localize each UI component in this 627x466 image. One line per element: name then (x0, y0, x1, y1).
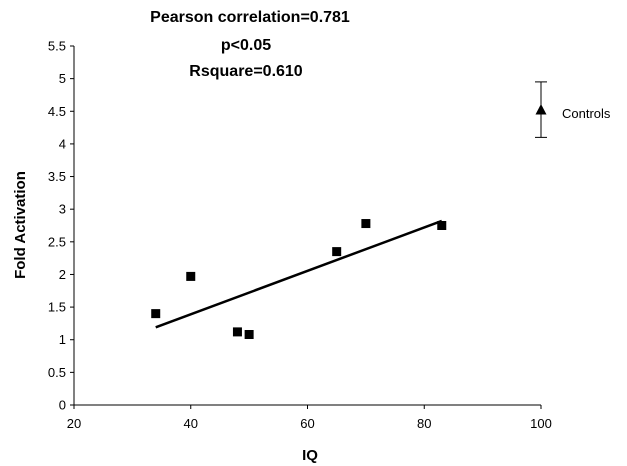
data-point (361, 219, 371, 229)
controls-layer (535, 81, 547, 138)
x-tick-label: 20 (67, 416, 81, 431)
data-point (332, 247, 342, 257)
trendline-layer (155, 219, 443, 329)
data-point (151, 309, 161, 319)
y-tick-label: 4 (59, 136, 66, 151)
y-tick-label: 2 (59, 267, 66, 282)
y-tick-label: 2.5 (48, 234, 66, 249)
data-point (244, 330, 254, 340)
title-line-2: p<0.05 (221, 37, 271, 54)
regression-line (155, 219, 443, 329)
y-tick-label: 1.5 (48, 300, 66, 315)
x-tick-label: 80 (417, 416, 431, 431)
y-axis-ticks: 0 0.5 1 1.5 2 2.5 3 3.5 4 4.5 5 5.5 (48, 39, 74, 413)
x-axis-ticks: 20 40 60 80 100 (67, 405, 552, 431)
data-point (437, 221, 447, 230)
y-tick-label: 4.5 (48, 104, 66, 119)
chart-title: Pearson correlation=0.781 p<0.05 Rsquare… (150, 9, 350, 80)
data-points-layer (151, 219, 447, 340)
y-tick-label: 1 (59, 332, 66, 347)
x-tick-label: 60 (300, 416, 314, 431)
y-tick-label: 5.5 (48, 39, 66, 54)
controls-point (535, 103, 547, 115)
y-tick-label: 3 (59, 202, 66, 217)
x-tick-label: 100 (530, 416, 552, 431)
controls-label: Controls (562, 106, 611, 121)
data-point (232, 327, 242, 337)
x-tick-label: 40 (184, 416, 198, 431)
y-tick-label: 0.5 (48, 365, 66, 380)
data-point (186, 271, 196, 281)
y-axis-title: Fold Activation (12, 171, 29, 279)
title-line-1: Pearson correlation=0.781 (150, 9, 350, 26)
y-tick-label: 3.5 (48, 169, 66, 184)
x-axis-title: IQ (302, 447, 318, 464)
y-tick-label: 5 (59, 71, 66, 86)
y-tick-label: 0 (59, 398, 66, 413)
title-line-3: Rsquare=0.610 (189, 63, 303, 80)
